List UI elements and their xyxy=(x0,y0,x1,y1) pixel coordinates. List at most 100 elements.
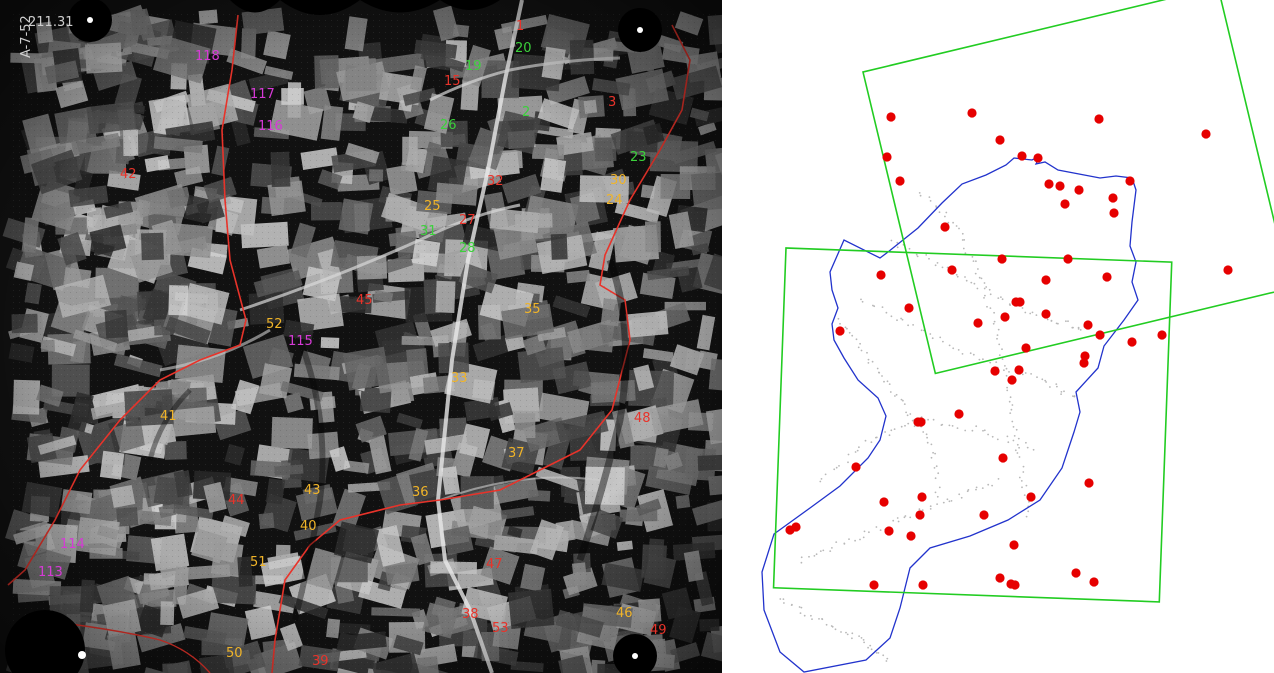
trail-dot xyxy=(945,212,947,214)
point-label-32: 32 xyxy=(487,174,504,189)
trail-dot xyxy=(997,439,999,441)
gcp-marker xyxy=(973,318,982,327)
trail-dot xyxy=(1006,368,1008,370)
boundary-map xyxy=(740,0,1274,673)
trail-dot xyxy=(1014,435,1016,437)
trail-dot xyxy=(861,637,863,639)
photo-footprint-frame-2 xyxy=(774,248,1172,602)
gcp-marker xyxy=(1010,580,1019,589)
trail-dot xyxy=(1057,323,1059,325)
point-label-33: 33 xyxy=(451,371,468,386)
trail-dot xyxy=(1073,396,1075,398)
trail-dot xyxy=(876,526,878,528)
trail-dot xyxy=(848,538,850,540)
trail-dot xyxy=(956,274,958,276)
trail-dot xyxy=(934,453,936,455)
trail-dot xyxy=(851,632,853,634)
gcp-marker xyxy=(1102,272,1111,281)
trail-dot xyxy=(1012,404,1014,406)
trail-dot xyxy=(863,642,865,644)
trail-dot xyxy=(931,457,933,459)
trail-dot xyxy=(877,368,879,370)
trail-dot xyxy=(818,618,820,620)
trail-dot xyxy=(820,550,822,552)
gcp-marker xyxy=(1041,275,1050,284)
trail-dot xyxy=(935,492,937,494)
trail-dot xyxy=(1015,449,1017,451)
trail-dot xyxy=(1032,312,1034,314)
trail-dot xyxy=(851,335,853,337)
trail-dot xyxy=(920,195,922,197)
trail-dot xyxy=(891,315,893,317)
gcp-marker xyxy=(995,135,1004,144)
point-label-31: 31 xyxy=(420,224,437,239)
trail-dot xyxy=(882,306,884,308)
trail-dot xyxy=(944,216,946,218)
gcp-marker xyxy=(1044,179,1053,188)
trail-dot xyxy=(927,419,929,421)
trail-dot xyxy=(868,359,870,361)
point-label-1: 1 xyxy=(516,19,524,34)
trail-dot xyxy=(977,268,979,270)
trail-dot xyxy=(999,354,1001,356)
gcp-marker xyxy=(1125,176,1134,185)
trail-dot xyxy=(958,349,960,351)
point-label-113: 113 xyxy=(38,565,63,580)
trail-dot xyxy=(1007,441,1009,443)
trail-dot xyxy=(962,353,964,355)
trail-dot xyxy=(1027,447,1029,449)
trail-dot xyxy=(1009,412,1011,414)
trail-dot xyxy=(887,380,889,382)
survey-trails xyxy=(779,192,1085,662)
trail-dot xyxy=(825,474,827,476)
trail-dot xyxy=(854,540,856,542)
gcp-marker xyxy=(1017,151,1026,160)
trail-dot xyxy=(973,354,975,356)
trail-dot xyxy=(998,344,1000,346)
point-label-37: 37 xyxy=(508,446,525,461)
trail-dot xyxy=(989,289,991,291)
trail-dot xyxy=(975,260,977,262)
trail-dot xyxy=(838,465,840,467)
trail-dot xyxy=(930,508,932,510)
trail-dot xyxy=(975,273,977,275)
trail-dot xyxy=(941,424,943,426)
trail-dot xyxy=(829,550,831,552)
trail-dot xyxy=(1013,426,1015,428)
gcp-marker xyxy=(876,270,885,279)
gcp-marker xyxy=(1083,320,1092,329)
gcp-marker xyxy=(906,531,915,540)
trail-dot xyxy=(937,472,939,474)
trail-dot xyxy=(979,359,981,361)
trail-dot xyxy=(865,440,867,442)
trail-dot xyxy=(867,647,869,649)
point-label-20: 20 xyxy=(515,41,532,56)
trail-dot xyxy=(896,319,898,321)
trail-dot xyxy=(840,631,842,633)
point-label-53: 53 xyxy=(492,621,509,636)
trail-dot xyxy=(896,394,898,396)
trail-dot xyxy=(1011,421,1013,423)
trail-dot xyxy=(897,517,899,519)
trail-dot xyxy=(861,350,863,352)
trail-dot xyxy=(1019,477,1021,479)
trail-dot xyxy=(883,381,885,383)
trail-dot xyxy=(990,293,992,295)
trail-dot xyxy=(858,347,860,349)
trail-dot xyxy=(1010,396,1012,398)
trail-dot xyxy=(1061,391,1063,393)
trail-dot xyxy=(869,645,871,647)
trail-dot xyxy=(907,414,909,416)
trail-dot xyxy=(859,539,861,541)
trail-dot xyxy=(909,413,911,415)
trail-dot xyxy=(886,658,888,660)
trail-dot xyxy=(927,442,929,444)
point-label-49: 49 xyxy=(650,623,667,638)
trail-dot xyxy=(1013,440,1015,442)
trail-dot xyxy=(835,628,837,630)
trail-dot xyxy=(1022,374,1024,376)
trail-dot xyxy=(996,338,998,340)
trail-dot xyxy=(949,345,951,347)
trail-dot xyxy=(880,529,882,531)
trail-dot xyxy=(846,328,848,330)
